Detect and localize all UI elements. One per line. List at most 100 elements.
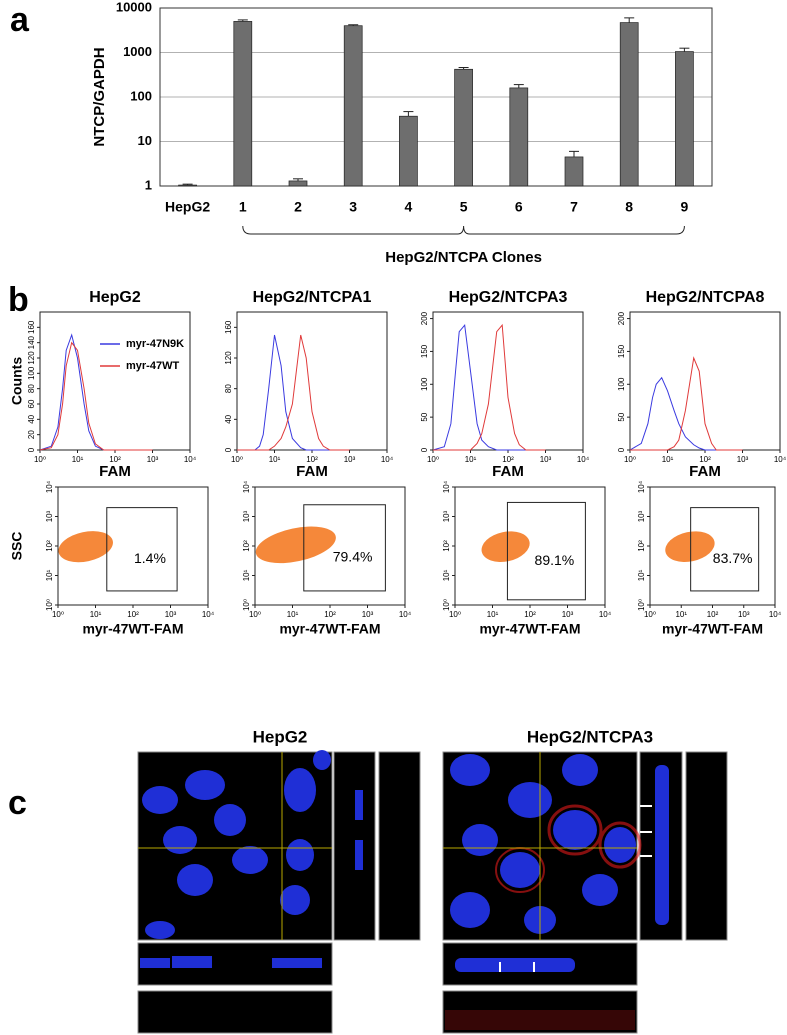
bar [343,25,363,187]
bar [399,115,418,187]
bracket [242,225,685,235]
micrographs [137,750,728,1034]
x-axis-label: FAM [492,463,524,480]
x-tick-label: 10³ [344,455,356,464]
histogram-line [237,334,350,451]
population [665,531,715,563]
x-tick-label: 10⁴ [774,455,787,464]
x-tick-label: 10⁰ [449,610,461,619]
image [137,990,333,1034]
bar [564,156,584,187]
y-tick-label: 150 [617,344,626,358]
y-tick-label: 10⁰ [45,599,54,611]
plot-frame [432,311,584,451]
chart-title: HepG2/NTCPA8 [646,289,765,306]
x-tick-label: 8 [625,199,633,215]
histogram-line [630,356,743,451]
chart-title: HepG2/NTCPA1 [253,289,372,306]
population [481,531,530,562]
x-tick-label: 10⁴ [599,610,612,619]
x-tick-label: 10¹ [465,455,477,464]
x-axis-label: myr-47WT-FAM [279,621,380,637]
histogram-line [432,323,546,451]
y-tick-label: 10⁴ [442,480,451,493]
y-tick-label: 10⁴ [242,480,251,493]
plot-frame [629,311,781,451]
x-tick-label: 2 [294,199,302,215]
plot-frame [454,486,606,606]
y-tick-label: 0 [27,447,36,452]
x-tick-label: 5 [460,199,468,215]
chart-title: HepG2/NTCPA3 [449,289,568,306]
x-tick-label: 10¹ [487,610,499,619]
y-tick-label: 40 [224,414,233,423]
bar [509,87,529,187]
plot-frame [236,311,388,451]
bar [288,180,308,187]
y-tick-label: 10¹ [442,569,451,581]
bracket-label: HepG2/NTCPA Clones [385,249,542,266]
y-tick-label: 1000 [123,44,152,59]
y-tick-label: 10¹ [242,569,251,581]
x-tick-label: HepG2 [165,199,210,215]
x-tick-label: 10⁴ [202,610,215,619]
x-tick-label: 10¹ [675,610,687,619]
panel-label: a [10,1,30,39]
x-axis-label: FAM [689,463,721,480]
x-tick-label: 10³ [165,610,177,619]
image-title: HepG2/NTCPA3 [527,727,653,746]
y-tick-label: 20 [27,430,36,439]
legend-label: myr-47N9K [126,338,184,350]
y-tick-label: 10² [242,540,251,552]
x-tick-label: 10⁰ [52,610,64,619]
x-axis-label: myr-47WT-FAM [82,621,183,637]
bar [233,21,253,187]
y-tick-label: 120 [27,351,36,365]
x-axis-label: myr-47WT-FAM [479,621,580,637]
image [442,990,638,1034]
x-tick-label: 10⁰ [34,455,46,464]
plot-frame [159,7,713,187]
y-tick-label: 50 [420,412,429,421]
y-tick-label: 10000 [116,0,152,14]
x-tick-label: 10¹ [269,455,281,464]
y-tick-label: 120 [224,351,233,365]
x-tick-label: 10¹ [90,610,102,619]
chart-title: HepG2 [89,289,141,306]
x-tick-label: 10³ [147,455,159,464]
y-tick-label: 0 [420,447,429,452]
x-tick-label: 10⁴ [399,610,412,619]
nuclei [140,750,669,972]
y-tick-label: 40 [27,414,36,423]
y-tick-label: 140 [27,335,36,349]
y-tick-label: 10² [45,540,54,552]
x-tick-label: 7 [570,199,578,215]
y-tick-label: 10 [138,133,152,148]
y-tick-label: 10⁰ [637,599,646,611]
x-tick-label: 10² [502,455,514,464]
y-tick-label: 10³ [242,510,251,522]
x-tick-label: 10⁴ [184,455,197,464]
x-tick-label: 10² [324,610,336,619]
y-tick-label: 10⁴ [45,480,54,493]
panel-label: b [8,281,29,319]
x-tick-label: 10⁴ [769,610,782,619]
x-tick-label: 3 [349,199,357,215]
gate-percent: 83.7% [713,550,753,566]
x-tick-label: 10⁰ [624,455,636,464]
bar [178,184,197,187]
y-tick-label: 10¹ [637,569,646,581]
histogram-line [237,334,350,451]
gate-percent: 89.1% [535,552,575,568]
y-tick-label: 10⁴ [637,480,646,493]
x-axis-label: FAM [99,463,131,480]
y-tick-label: 80 [224,384,233,393]
legend-label: myr-47WT [126,360,179,372]
gate [690,507,760,592]
x-tick-label: 10⁰ [231,455,243,464]
image [333,751,376,941]
y-tick-label: 10³ [637,510,646,522]
y-tick-label: 150 [420,344,429,358]
population [255,526,336,564]
